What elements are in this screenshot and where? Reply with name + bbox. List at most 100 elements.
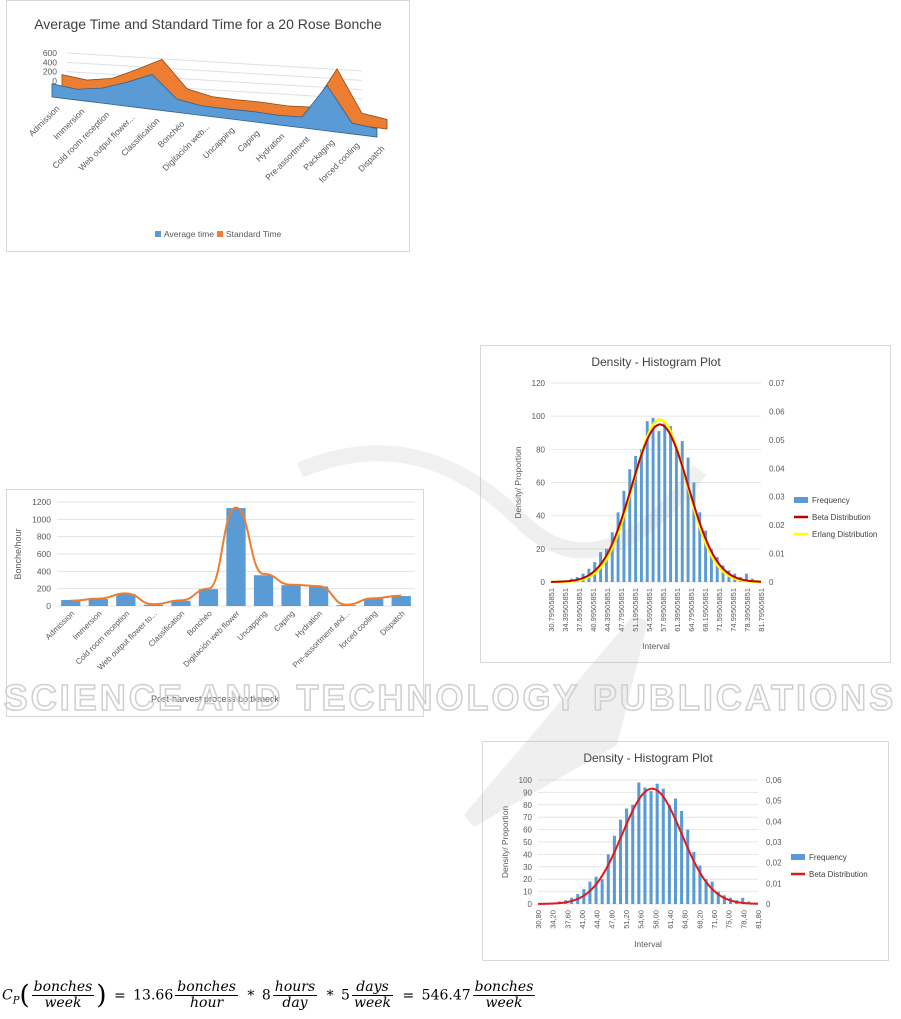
y-tick-label: 0 (541, 578, 546, 587)
bar (116, 593, 136, 606)
chart-title: Average Time and Standard Time for a 20 … (34, 16, 382, 32)
y-tick-label: 800 (37, 532, 51, 542)
y-tick-label: 200 (37, 584, 51, 594)
bar (657, 431, 661, 582)
bar (171, 600, 191, 606)
bar (606, 854, 610, 904)
x-tick-label: Caping (235, 128, 261, 154)
x-tick-label: 61,40 (666, 910, 675, 929)
y2-tick-label: 0.01 (769, 550, 785, 559)
y2-tick-label: 0,06 (766, 776, 782, 785)
bar (722, 895, 726, 904)
bar (198, 589, 219, 606)
formula-f4-num: bonches (472, 979, 536, 996)
chart1-svg: Average Time and Standard Time for a 20 … (27, 16, 388, 239)
bar (645, 421, 649, 582)
y-tick-label: 600 (43, 48, 57, 58)
y-tick-label: 20 (523, 875, 532, 884)
x-tick-label: 34.39505851 (561, 588, 570, 632)
y2-tick-label: 0.05 (769, 436, 785, 445)
y-tick-label: 30 (523, 863, 532, 872)
bar (721, 565, 725, 582)
y-tick-label: 0 (46, 601, 51, 611)
bar (616, 512, 620, 582)
bar (612, 835, 616, 904)
formula-f4-den: week (485, 995, 523, 1011)
bar (669, 426, 673, 582)
x-tick-label: 47.79505851 (617, 588, 626, 632)
x-tick-label: 78,40 (739, 910, 748, 929)
x-tick-label: 57.99505851 (659, 588, 668, 632)
y-tick-label: 1000 (32, 514, 51, 524)
legend-label: Beta Distribution (809, 870, 868, 879)
x-tick-label: 54,60 (637, 910, 646, 929)
bar (704, 879, 708, 904)
x-tick-label: 75,00 (725, 910, 734, 929)
y-tick-label: 200 (43, 67, 57, 77)
bar (610, 532, 614, 582)
y2-tick-label: 0 (766, 900, 771, 909)
x-tick-label: 81.79505851 (757, 588, 766, 632)
legend-swatch-frequency (791, 854, 805, 860)
x-tick-label: 44,40 (593, 910, 602, 929)
formula-v1: 13.66 (133, 987, 174, 1004)
chart-density-2: Density - Histogram Plot 100 90 80 70 60 50 40 3… (482, 741, 889, 961)
y-tick-label: 80 (523, 801, 532, 810)
formula-f2-num: hours (272, 979, 318, 996)
formula-subscript: P (12, 995, 20, 1007)
bar (709, 548, 713, 582)
y-tick-label: 10 (523, 888, 532, 897)
y-tick-label: 70 (523, 813, 532, 822)
bar (88, 599, 108, 606)
bar (686, 457, 690, 582)
x-tick-label: 40.99505851 (589, 588, 598, 632)
y2-tick-label: 0 (769, 578, 774, 587)
bar (594, 876, 598, 904)
y-tick-label: 100 (532, 412, 546, 421)
legend-label: Frequency (809, 853, 847, 862)
x-tick-label: 30.79505851 (547, 588, 556, 632)
x-tick-label: 44.39505851 (603, 588, 612, 632)
x-axis-label: Post-harvest process bottleneck (151, 694, 280, 704)
bar (364, 598, 384, 606)
chart-average-standard-time: Average Time and Standard Time for a 20 … (6, 0, 410, 252)
legend-label: Frequency (812, 496, 850, 505)
series-line (70, 506, 402, 606)
legend-label: Beta Distribution (812, 513, 871, 522)
x-tick-label: 74.99505851 (729, 588, 738, 632)
x-tick-label: 51.19505851 (631, 588, 640, 632)
y2-tick-label: 0,04 (766, 817, 782, 826)
chart-bottleneck: 1200 1000 800 600 400 200 0 Bonche/hour Admissio… (6, 489, 424, 717)
y2-tick-label: 0.04 (769, 464, 785, 473)
bar (618, 819, 623, 904)
formula-v3: 5 (341, 987, 350, 1004)
chart-density-1: Density - Histogram Plot 120 100 80 60 40 20 0 0… (480, 345, 891, 663)
bar (661, 788, 665, 904)
bar (226, 508, 246, 606)
y-axis-label: Density/ Proportion (500, 806, 510, 879)
bar (673, 798, 678, 904)
fit-curve-erlang (550, 418, 762, 584)
x-tick-label: 81,80 (754, 910, 763, 929)
y-tick-label: 60 (536, 479, 545, 488)
x-tick-label: 51,20 (622, 910, 631, 929)
y-tick-label: 40 (523, 850, 532, 859)
bar (628, 469, 632, 582)
y-tick-label: 0 (528, 900, 533, 909)
x-tick-label: 78.39505851 (743, 588, 752, 632)
bar (639, 449, 643, 582)
bar (698, 512, 702, 582)
x-tick-label: 61.39505851 (673, 588, 682, 632)
bar (716, 891, 720, 904)
bar (391, 596, 411, 606)
bar (715, 557, 719, 582)
x-tick-label: 41,00 (578, 910, 587, 929)
y-tick-label: 600 (37, 549, 51, 559)
bar (281, 585, 301, 606)
legend-label: Erlang Distribution (812, 530, 877, 539)
x-tick-label: 68.19505851 (701, 588, 710, 632)
bar (744, 573, 748, 582)
x-tick-label: 34,20 (549, 910, 558, 929)
series-area-average-time (51, 74, 378, 138)
bar (622, 490, 626, 582)
